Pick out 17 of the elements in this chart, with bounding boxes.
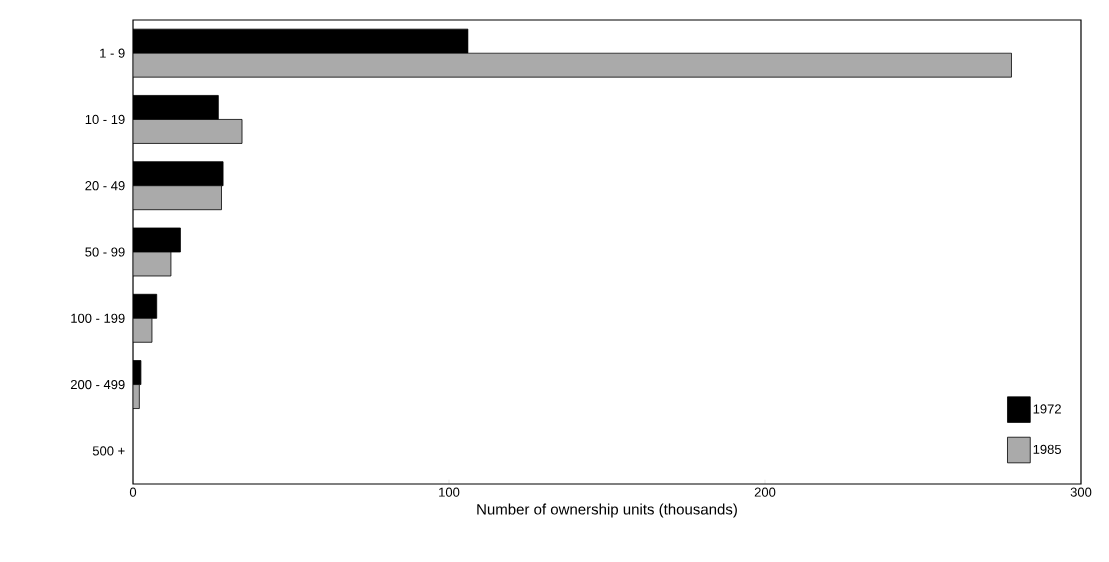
- bar: [133, 185, 222, 211]
- bar: [133, 52, 1012, 78]
- legend-label: 1985: [1033, 444, 1062, 454]
- y-tick-label: 50 - 99: [85, 247, 125, 257]
- y-tick-label: 10 - 19: [85, 114, 125, 125]
- y-tick-label: 500 +: [92, 446, 125, 456]
- y-tick-label: 100 - 199: [71, 313, 125, 323]
- x-tick-label: 200: [754, 487, 776, 497]
- y-tick-label: 200 - 499: [70, 379, 125, 390]
- x-tick-label: 100: [439, 487, 460, 497]
- bar: [133, 119, 243, 144]
- x-axis-title: Number of ownership units (thousands): [477, 503, 737, 518]
- y-tick-label: 20 - 49: [85, 181, 125, 191]
- y-tick-label: 1 - 9: [100, 48, 125, 58]
- x-tick-label: 0: [129, 487, 137, 497]
- x-tick-label: 300: [1070, 487, 1092, 497]
- legend-label: 1972: [1033, 404, 1061, 414]
